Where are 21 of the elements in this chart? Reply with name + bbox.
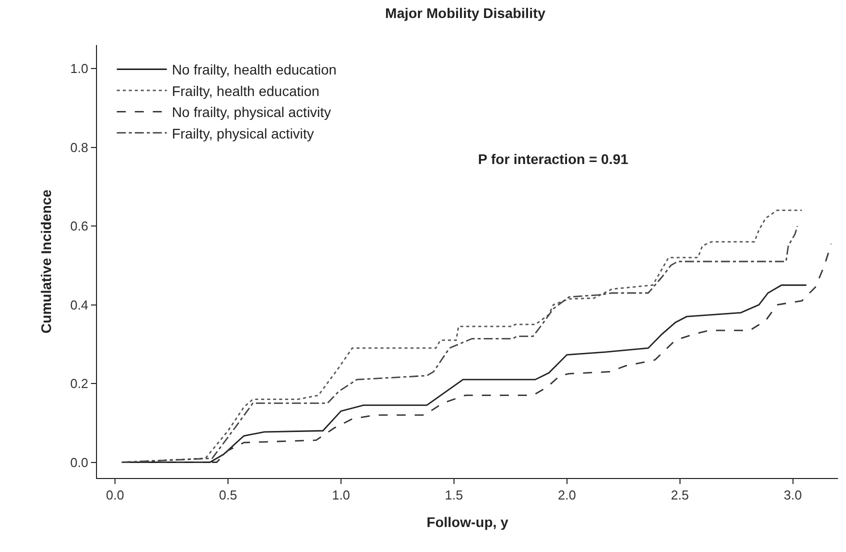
legend-label: Frailty, physical activity xyxy=(172,125,314,142)
x-tick-label: 3.0 xyxy=(784,488,802,503)
x-tick-label: 2.0 xyxy=(558,488,576,503)
y-tick-label: 1.0 xyxy=(70,61,88,76)
y-axis-title: Cumulative Incidence xyxy=(38,189,54,334)
y-tick-label: 0.4 xyxy=(70,297,88,312)
x-tick-label: 1.5 xyxy=(444,488,463,503)
y-tick-label: 0.2 xyxy=(70,376,88,392)
x-tick-label: 0.0 xyxy=(106,488,124,503)
y-tick-label: 0.8 xyxy=(70,140,88,155)
chart-title: Major Mobility Disability xyxy=(385,5,546,22)
y-tick-label: 0.0 xyxy=(70,454,88,470)
legend-label: No frailty, physical activity xyxy=(172,104,332,120)
x-tick-label: 0.5 xyxy=(218,488,238,503)
y-tick-label: 0.6 xyxy=(70,218,88,234)
x-tick-label: 1.0 xyxy=(332,488,350,503)
annotation: P for interaction = 0.91 xyxy=(478,151,629,167)
legend-label: No frailty, health education xyxy=(172,62,337,78)
x-axis-title: Follow-up, y xyxy=(426,514,509,530)
x-tick-label: 2.5 xyxy=(670,488,689,503)
legend-label: Frailty, health education xyxy=(172,82,320,99)
